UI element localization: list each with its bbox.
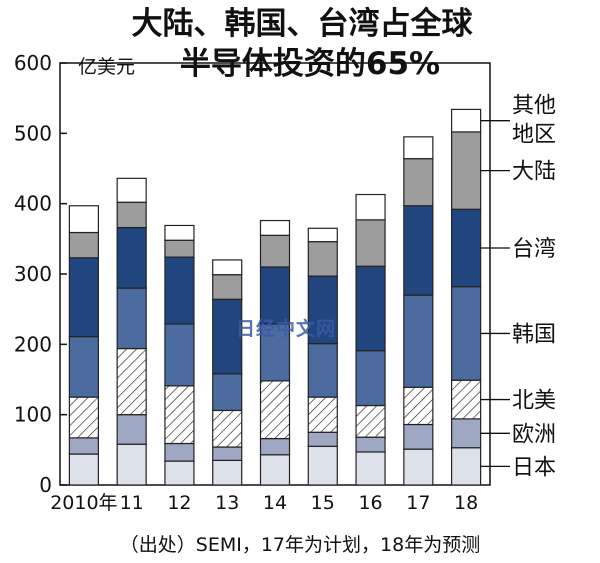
x-tick-label-2010年: 2010年: [50, 492, 117, 514]
y-axis-unit-label: 亿美元: [78, 56, 136, 78]
bar-segment-18-大陆: [451, 131, 482, 210]
bar-segment-15-欧洲: [307, 431, 338, 447]
bar-segment-11-日本: [116, 443, 147, 486]
source-note: （出处）SEMI，17年为计划，18年为预测: [119, 534, 481, 556]
bar-segment-13-欧洲: [212, 446, 243, 461]
chart-title-line-1: 大陆、韩国、台湾占全球: [131, 6, 473, 42]
bar-segment-17-北美: [403, 386, 434, 426]
bar-segment-16-欧洲: [355, 436, 386, 453]
bar-segment-17-台湾: [403, 205, 434, 296]
bar-segment-12-韩国: [164, 323, 195, 387]
x-tick-label-12: 12: [167, 492, 191, 514]
bar-segment-11-其他地区: [116, 177, 147, 203]
bar-segment-17-大陆: [403, 158, 434, 207]
bar-segment-13-北美: [212, 409, 243, 448]
legend-label-大陆: 大陆: [512, 160, 556, 185]
bar-segment-18-日本: [451, 447, 482, 486]
bar-segment-17-日本: [403, 448, 434, 486]
x-tick-label-17: 17: [406, 492, 430, 514]
bar-segment-17-其他地区: [403, 136, 434, 160]
bar-segment-2010年-其他地区: [68, 205, 99, 234]
legend-label-北美: 北美: [512, 389, 556, 414]
legend-label-欧洲: 欧洲: [512, 422, 556, 447]
bar-segment-11-韩国: [116, 287, 147, 350]
bar-segment-2010年-北美: [68, 396, 99, 439]
watermark-text: 日经中文网: [236, 318, 337, 340]
bar-segment-2010年-欧洲: [68, 437, 99, 455]
bar-segment-15-台湾: [307, 275, 338, 345]
bar-segment-16-北美: [355, 404, 386, 438]
bar-segment-14-韩国: [259, 323, 291, 382]
legend-label-line-1: 其他: [512, 94, 556, 119]
bar-segment-16-大陆: [355, 219, 386, 267]
bar-segment-18-其他地区: [451, 108, 482, 133]
bar-segment-16-日本: [355, 451, 386, 486]
bar-segment-12-欧洲: [164, 442, 195, 462]
y-tick-label-300: 300: [14, 262, 52, 286]
bar-segment-15-韩国: [307, 343, 338, 398]
legend-label-台湾: 台湾: [512, 237, 556, 262]
y-tick-label-0: 0: [39, 473, 52, 497]
bar-segment-12-台湾: [164, 256, 195, 325]
bar-segment-15-大陆: [307, 241, 338, 277]
bar-segment-13-大陆: [212, 274, 243, 300]
bar-segment-2010年-韩国: [68, 335, 99, 398]
y-tick-label-600: 600: [14, 51, 52, 75]
bar-segment-17-韩国: [403, 294, 434, 388]
x-tick-label-14: 14: [263, 492, 287, 514]
bar-segment-12-北美: [164, 385, 195, 445]
bar-segment-15-其他地区: [307, 227, 338, 243]
x-tick-label-15: 15: [311, 492, 335, 514]
bar-segment-15-北美: [307, 396, 338, 433]
x-tick-label-11: 11: [120, 492, 144, 514]
bar-segment-16-韩国: [355, 350, 386, 407]
bar-segment-18-欧洲: [451, 418, 482, 449]
bar-segment-13-韩国: [212, 373, 243, 412]
bar-segment-14-欧洲: [259, 437, 291, 456]
bar-segment-14-日本: [259, 454, 291, 486]
y-tick-label-400: 400: [14, 192, 52, 216]
bar-segment-12-大陆: [164, 239, 195, 258]
bar-segment-18-韩国: [451, 286, 482, 381]
bar-segment-16-其他地区: [355, 193, 386, 221]
bar-segment-11-台湾: [116, 226, 147, 289]
bar-segment-14-北美: [259, 380, 291, 440]
chart-title-line-2: 半导体投资的65%: [179, 46, 441, 82]
bar-segment-13-其他地区: [212, 259, 243, 276]
bar-segment-2010年-台湾: [68, 257, 99, 338]
y-tick-label-200: 200: [14, 332, 52, 356]
bar-segment-14-大陆: [259, 234, 291, 268]
bar-segment-18-北美: [451, 379, 482, 420]
bar-segment-11-欧洲: [116, 414, 147, 445]
legend-label-韩国: 韩国: [512, 322, 556, 347]
bar-segment-16-台湾: [355, 265, 386, 352]
bar-segment-13-日本: [212, 459, 243, 486]
legend-label-其他地区: 其他地区: [512, 94, 556, 148]
x-tick-label-18: 18: [454, 492, 478, 514]
y-tick-label-500: 500: [14, 121, 52, 145]
x-tick-label-16: 16: [358, 492, 382, 514]
bar-segment-15-日本: [307, 445, 338, 486]
bar-segment-14-其他地区: [259, 219, 291, 236]
bar-segment-17-欧洲: [403, 423, 434, 450]
bar-segment-12-日本: [164, 460, 195, 486]
bar-segment-11-北美: [116, 347, 147, 416]
y-tick-label-100: 100: [14, 403, 52, 427]
legend-label-日本: 日本: [512, 455, 556, 480]
bar-segment-18-台湾: [451, 208, 482, 288]
bar-segment-11-大陆: [116, 201, 147, 229]
x-tick-label-13: 13: [215, 492, 239, 514]
bar-segment-12-其他地区: [164, 224, 195, 241]
legend-label-line-2: 地区: [512, 123, 556, 148]
bar-segment-2010年-大陆: [68, 231, 99, 259]
bar-segment-2010年-日本: [68, 453, 99, 486]
